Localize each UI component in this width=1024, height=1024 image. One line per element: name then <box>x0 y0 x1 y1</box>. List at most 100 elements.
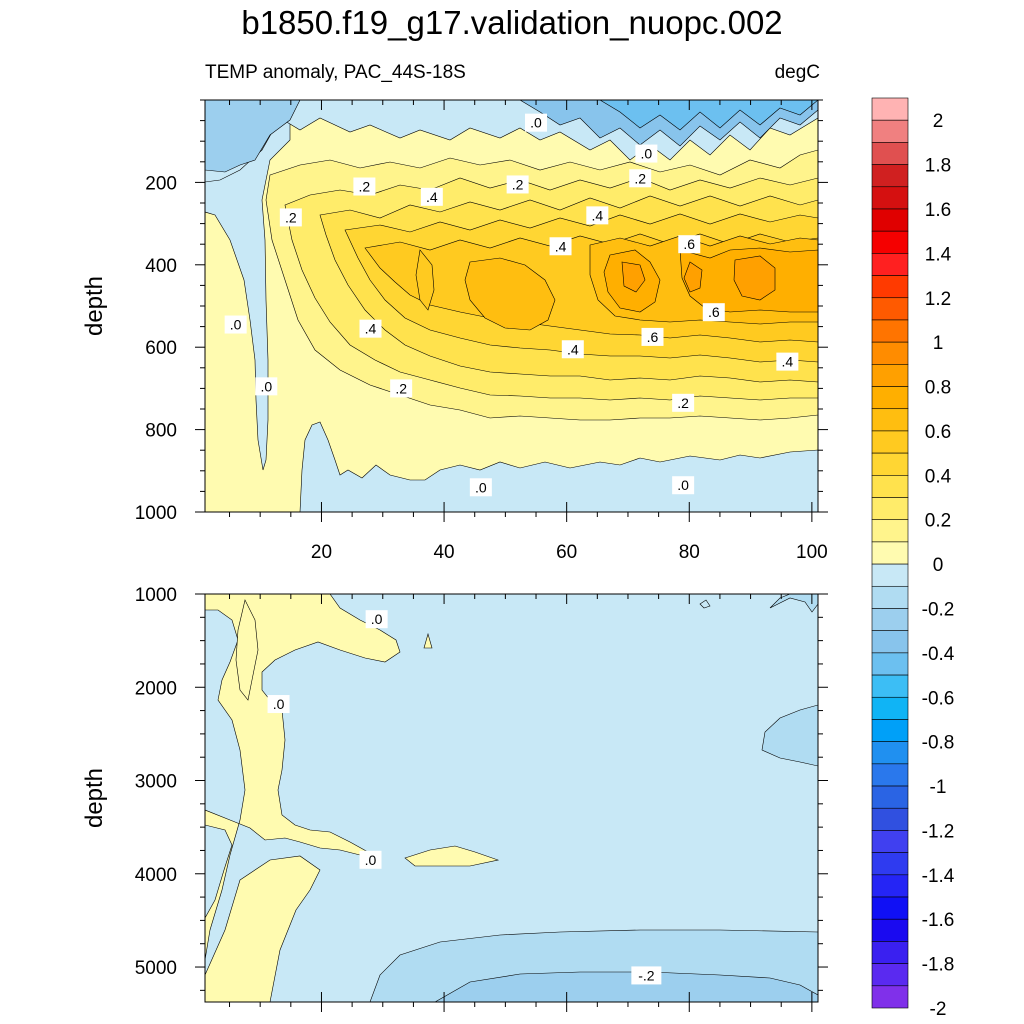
chart-subtitle: TEMP anomaly, PAC_44S-18S <box>205 62 466 83</box>
contour-label-text: .2 <box>359 179 371 195</box>
x-tick-label: 80 <box>679 542 700 563</box>
colorbar-box <box>871 763 909 787</box>
colorbar-box <box>871 97 909 121</box>
y-tick-label: 5000 <box>135 958 177 979</box>
colorbar-box <box>871 896 909 920</box>
contour-label: .0 <box>672 476 695 495</box>
colorbar-box <box>871 408 909 432</box>
colorbar-box <box>871 519 909 543</box>
contour-label-text: .2 <box>395 380 407 396</box>
contour-label: .2 <box>629 169 652 188</box>
colorbar-box <box>871 830 909 853</box>
contour-label: -.2 <box>631 966 662 985</box>
contour-label-text: .0 <box>677 477 689 493</box>
colorbar-box <box>871 807 909 831</box>
contour-label: .2 <box>506 175 529 194</box>
contour-label: .0 <box>359 850 382 869</box>
colorbar-box <box>871 941 909 964</box>
contour-label-text: .6 <box>708 304 720 320</box>
contour-label: .4 <box>586 206 609 225</box>
contour-label: .2 <box>279 208 302 227</box>
y-tick-label: 3000 <box>135 772 177 793</box>
contour-label: .6 <box>702 303 725 322</box>
y-tick-label: 800 <box>145 421 177 442</box>
colorbar: 2 1.8 1.6 1.4 1.2 1 0.8 0.6 0.4 0.2 0 -0.2 -0.4 -0.6 -… <box>871 97 955 1020</box>
colorbar-box <box>871 452 909 476</box>
contour-label-text: .6 <box>683 236 695 252</box>
contour-label-text: .0 <box>230 317 242 333</box>
colorbar-box <box>871 253 909 276</box>
colorbar-label: -1 <box>930 777 947 798</box>
colorbar-box <box>871 386 909 410</box>
contour-label-text: -.2 <box>638 967 655 983</box>
colorbar-box <box>871 696 909 720</box>
colorbar-label: -0.8 <box>922 733 955 754</box>
contour-label-text: .6 <box>647 329 659 345</box>
colorbar-box <box>871 541 909 565</box>
colorbar-box <box>871 585 909 609</box>
contour-label-text: .4 <box>555 238 567 254</box>
contour-labels: .0 .0 .2 .2 .2 .4 .4 .2 .4 .6 .6 .0 .4 .6 .4 .4 .0 .2 .2 .0… <box>224 113 799 985</box>
y-tick-label: 400 <box>145 256 177 277</box>
colorbar-box <box>871 364 909 387</box>
colorbar-label: -1.4 <box>922 866 955 887</box>
colorbar-label: 0.6 <box>925 422 951 443</box>
x-tick-label: 60 <box>556 542 577 563</box>
colorbar-box <box>871 918 909 942</box>
colorbar-label: -1.2 <box>922 821 955 842</box>
colorbar-label: 1.4 <box>925 244 952 265</box>
colorbar-label: -0.2 <box>922 599 955 620</box>
colorbar-box <box>871 208 909 232</box>
colorbar-box <box>871 142 909 165</box>
upper-y-axis-label: depth <box>81 276 108 336</box>
contour-label-text: .0 <box>475 479 487 495</box>
colorbar-box <box>871 430 909 454</box>
colorbar-label: 1.2 <box>925 289 951 310</box>
colorbar-box <box>871 119 909 143</box>
contour-label: .2 <box>353 177 376 196</box>
contour-label: .0 <box>255 377 278 396</box>
contour-label-text: .0 <box>641 146 653 162</box>
lower-y-axis-label: depth <box>81 768 108 828</box>
contour-label-text: .0 <box>260 378 272 394</box>
contour-label-text: .2 <box>512 176 524 192</box>
colorbar-label: 1 <box>933 333 944 354</box>
contour-label-text: .0 <box>530 115 542 131</box>
lower-panel-field <box>205 594 818 1002</box>
contour-label: .4 <box>549 237 572 256</box>
colorbar-box <box>871 741 909 765</box>
colorbar-label: 1.6 <box>925 200 951 221</box>
contour-label: .6 <box>641 327 664 346</box>
x-tick-label: 100 <box>796 542 828 563</box>
colorbar-label: 0 <box>933 555 944 576</box>
contour-label-text: .4 <box>365 321 377 337</box>
lower-panel-frame <box>204 593 819 1003</box>
colorbar-label: -1.6 <box>922 910 955 931</box>
colorbar-box <box>871 985 909 1009</box>
colorbar-box <box>871 563 909 587</box>
contour-label-text: .4 <box>782 354 794 370</box>
lower-panel-axes: 1000 2000 3000 4000 5000 <box>135 585 828 1012</box>
contour-label: .2 <box>390 379 413 398</box>
chart-title: b1850.f19_g17.validation_nuopc.002 <box>241 4 783 41</box>
y-tick-label: 4000 <box>135 865 177 886</box>
colorbar-box <box>871 475 909 498</box>
contour-label: .6 <box>678 235 701 254</box>
contour-label-text: .0 <box>273 696 285 712</box>
colorbar-box <box>871 164 909 188</box>
contour-label: .0 <box>469 478 492 497</box>
x-tick-label: 20 <box>311 542 332 563</box>
colorbar-label: 2 <box>933 111 944 132</box>
colorbar-box <box>871 230 909 254</box>
colorbar-label: -0.6 <box>922 688 955 709</box>
contour-label: .0 <box>365 610 388 629</box>
y-tick-label: 1000 <box>135 503 177 524</box>
contour-label: .4 <box>561 340 584 359</box>
colorbar-box <box>871 963 909 987</box>
contour-label-text: .0 <box>371 611 383 627</box>
contour-label: .4 <box>420 187 443 206</box>
colorbar-box <box>871 874 909 898</box>
colorbar-box <box>871 630 909 654</box>
colorbar-box <box>871 297 909 321</box>
colorbar-box <box>871 275 909 299</box>
